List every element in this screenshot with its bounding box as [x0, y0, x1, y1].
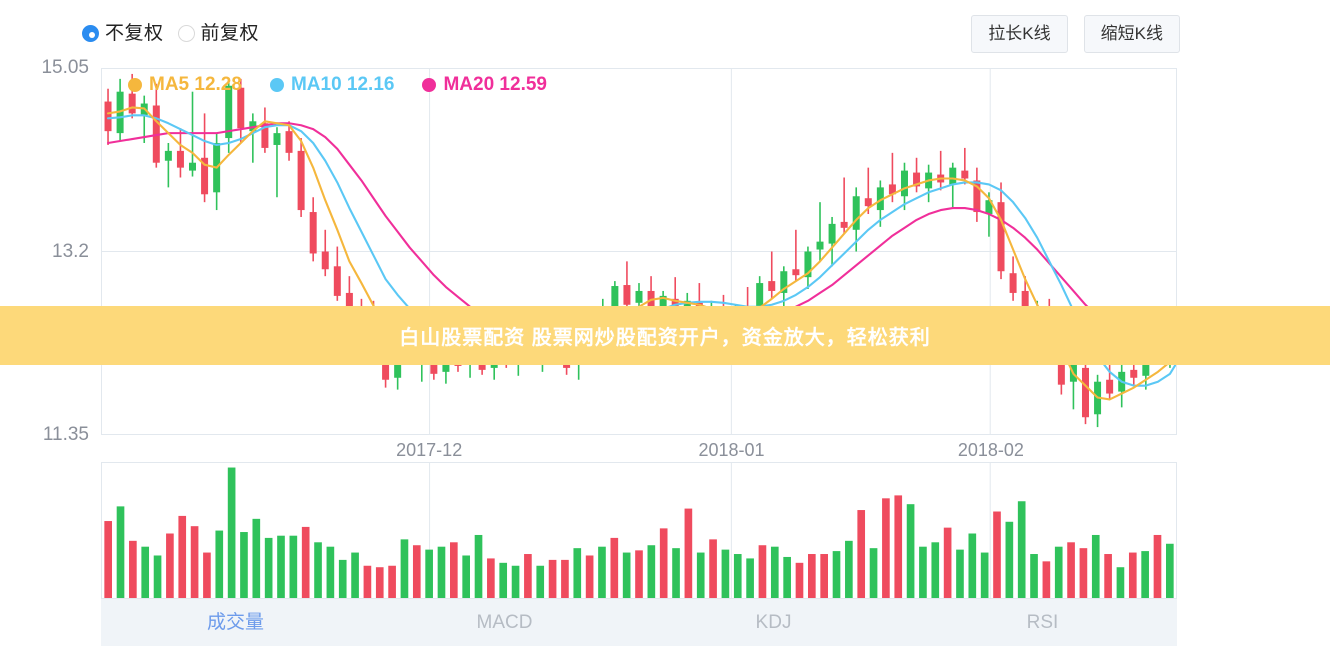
price-candlestick-chart[interactable] — [101, 68, 1177, 435]
tab-macd[interactable]: MACD — [476, 612, 533, 633]
kline-scale-buttons: 拉长K线 缩短K线 — [971, 15, 1180, 54]
radio-no-adjust-label: 不复权 — [105, 23, 164, 44]
x-tick-label: 2018-02 — [957, 440, 1024, 460]
chart-toolbar: 不复权 前复权 拉长K线 缩短K线 — [0, 0, 1330, 68]
radio-no-adjust[interactable]: 不复权 — [82, 24, 164, 43]
tab-rsi[interactable]: RSI — [1026, 612, 1059, 633]
price-chart-canvas — [102, 69, 1176, 434]
adjustment-radio-group: 不复权 前复权 — [82, 24, 259, 43]
y-tick-label: 11.35 — [42, 424, 89, 445]
tab-volume[interactable]: 成交量 — [206, 612, 264, 633]
price-x-axis: 2017-12 2018-01 2018-02 — [101, 440, 1177, 466]
radio-pre-adjust[interactable]: 前复权 — [177, 23, 260, 44]
extend-kline-button[interactable]: 拉长K线 — [971, 15, 1068, 54]
x-tick-label: 2018-01 — [698, 440, 765, 460]
price-y-axis: 15.05 13.2 11.35 — [0, 0, 101, 445]
radio-pre-adjust-label: 前复权 — [200, 23, 260, 44]
tab-kdj[interactable]: KDJ — [755, 612, 792, 633]
radio-selected-icon[interactable] — [82, 25, 99, 42]
x-tick-label: 2017-12 — [396, 440, 463, 460]
volume-bar-chart[interactable] — [101, 462, 1177, 599]
y-tick-label: 15.05 — [41, 57, 89, 78]
promo-banner: 白山股票配资 股票网炒股配资开户，资金放大，轻松获利 — [0, 306, 1330, 365]
radio-unselected-icon[interactable] — [177, 25, 195, 42]
promo-banner-text: 白山股票配资 股票网炒股配资开户，资金放大，轻松获利 — [399, 327, 931, 349]
indicator-tabbar: 成交量 MACD KDJ RSI — [101, 599, 1177, 646]
volume-y-axis: 178.73 万手 — [0, 455, 101, 600]
volume-chart-canvas — [104, 463, 1174, 598]
shrink-kline-button[interactable]: 缩短K线 — [1083, 15, 1180, 54]
y-tick-label: 13.2 — [52, 240, 89, 262]
